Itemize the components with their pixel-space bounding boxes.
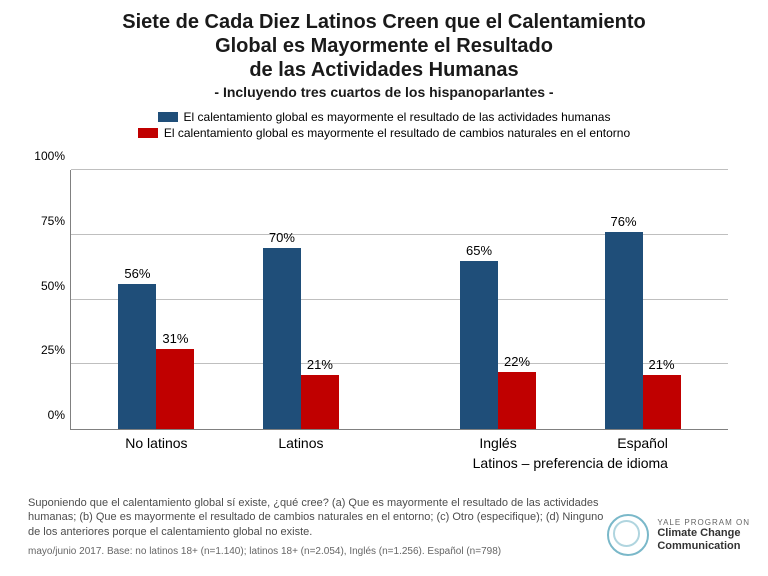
logo-line1: YALE PROGRAM ON — [657, 518, 750, 527]
bar-g2-s2: 22% — [498, 372, 536, 429]
ytick-75: 75% — [21, 214, 65, 228]
bar-g1-s1: 70% — [263, 248, 301, 429]
logo-icon — [607, 514, 649, 556]
bar-group-3: 76% 21% Español — [577, 170, 708, 429]
legend-swatch-2 — [138, 128, 158, 138]
bar-label-g3-s2: 21% — [649, 357, 675, 372]
source-note: mayo/junio 2017. Base: no latinos 18+ (n… — [28, 545, 618, 558]
bar-label-g2-s2: 22% — [504, 354, 530, 369]
bar-g3-s1: 76% — [605, 232, 643, 429]
bar-g0-s1: 56% — [118, 284, 156, 429]
legend: El calentamiento global es mayormente el… — [0, 110, 768, 140]
logo: YALE PROGRAM ON Climate Change Communica… — [607, 514, 750, 556]
legend-label-2: El calentamiento global es mayormente el… — [164, 126, 630, 140]
legend-item-2: El calentamiento global es mayormente el… — [138, 126, 630, 140]
bar-group-1: 70% 21% Latinos — [235, 170, 366, 429]
title-line3: de las Actividades Humanas — [40, 58, 728, 82]
xtick-0: No latinos — [125, 435, 187, 451]
ytick-50: 50% — [21, 279, 65, 293]
bar-label-g3-s1: 76% — [611, 214, 637, 229]
legend-item-1: El calentamiento global es mayormente el… — [158, 110, 611, 124]
sub-axis-label: Latinos – preferencia de idioma — [439, 455, 702, 471]
logo-text: YALE PROGRAM ON Climate Change Communica… — [657, 518, 750, 552]
legend-swatch-1 — [158, 112, 178, 122]
title-block: Siete de Cada Diez Latinos Creen que el … — [0, 0, 768, 104]
bar-label-g1-s2: 21% — [307, 357, 333, 372]
xtick-2: Inglés — [479, 435, 516, 451]
bar-g2-s1: 65% — [460, 261, 498, 429]
xtick-3: Español — [617, 435, 668, 451]
ytick-25: 25% — [21, 343, 65, 357]
footnote-block: Suponiendo que el calentamiento global s… — [28, 496, 618, 558]
bar-g3-s2: 21% — [643, 375, 681, 429]
bar-label-g0-s2: 31% — [162, 331, 188, 346]
chart-area: 0% 25% 50% 75% 100% 56% 31% No latinos 7… — [70, 170, 728, 430]
bar-group-2: 65% 22% Inglés — [432, 170, 563, 429]
bar-group-0: 56% 31% No latinos — [91, 170, 222, 429]
logo-line3: Communication — [657, 540, 750, 553]
bar-label-g0-s1: 56% — [124, 266, 150, 281]
title-line1: Siete de Cada Diez Latinos Creen que el … — [40, 10, 728, 34]
title-line2: Global es Mayormente el Resultado — [40, 34, 728, 58]
bar-label-g2-s1: 65% — [466, 243, 492, 258]
legend-label-1: El calentamiento global es mayormente el… — [184, 110, 611, 124]
bar-g0-s2: 31% — [156, 349, 194, 429]
page-title: Siete de Cada Diez Latinos Creen que el … — [40, 10, 728, 82]
ytick-0: 0% — [21, 408, 65, 422]
xtick-1: Latinos — [278, 435, 323, 451]
bar-g1-s2: 21% — [301, 375, 339, 429]
subtitle: - Incluyendo tres cuartos de los hispano… — [40, 84, 728, 100]
footnote-text: Suponiendo que el calentamiento global s… — [28, 496, 618, 539]
bar-label-g1-s1: 70% — [269, 230, 295, 245]
ytick-100: 100% — [21, 149, 65, 163]
logo-line2: Climate Change — [657, 527, 750, 540]
